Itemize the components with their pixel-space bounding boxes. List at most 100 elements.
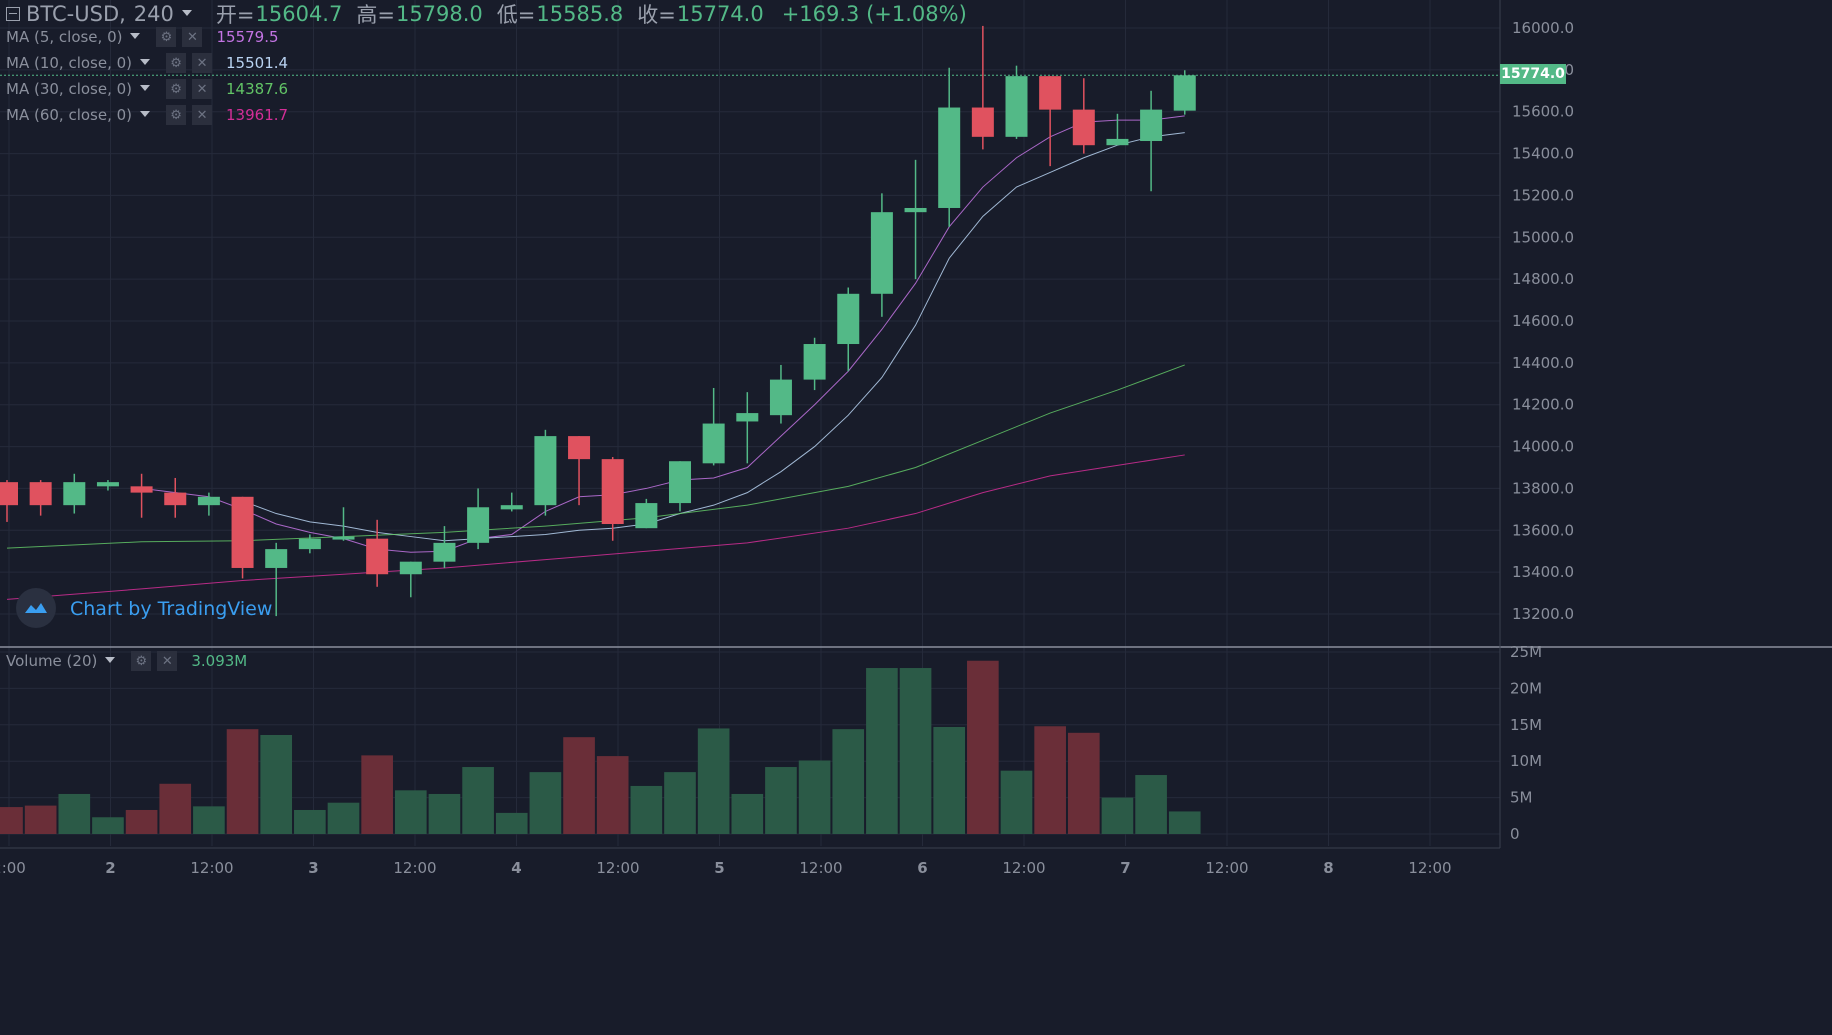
price-tick-label: 13800.0	[1512, 479, 1574, 497]
symbol-header: BTC-USD, 240 开= 15604.7 高= 15798.0 低= 15…	[6, 0, 967, 28]
candle	[568, 436, 591, 506]
candle-body	[1039, 76, 1062, 110]
candle	[332, 507, 355, 541]
gear-icon[interactable]: ⚙	[166, 53, 187, 73]
candle-body	[130, 486, 153, 493]
price-tick-label: 13600.0	[1512, 521, 1574, 539]
symbol-name[interactable]: BTC-USD,	[26, 2, 126, 26]
volume-bar	[967, 660, 999, 834]
volume-bar	[866, 668, 898, 834]
candle-body	[904, 207, 927, 213]
candle	[433, 526, 456, 568]
volume-bar	[92, 817, 124, 834]
candle-body	[769, 379, 792, 416]
indicator-label[interactable]: Volume (20)	[6, 652, 98, 670]
volume-bar	[697, 728, 730, 834]
close-label: 收=	[637, 3, 676, 27]
collapse-icon[interactable]	[6, 7, 20, 21]
close-icon[interactable]: ✕	[192, 79, 213, 99]
candle-body	[601, 459, 624, 525]
candle	[399, 561, 422, 598]
volume-bar	[24, 805, 57, 834]
candle	[0, 480, 18, 522]
price-tick-label: 14400.0	[1512, 354, 1574, 372]
close-icon[interactable]: ✕	[182, 27, 203, 47]
candle-body	[702, 423, 725, 464]
indicator-label[interactable]: MA (60, close, 0)	[6, 106, 133, 124]
volume-bar	[832, 729, 865, 834]
time-tick-label: 3	[308, 859, 318, 877]
price-tick-label: 13200.0	[1512, 605, 1574, 623]
volume-bar	[159, 783, 192, 834]
candle-body	[63, 482, 86, 506]
moving-average-lines	[6, 115, 1185, 600]
indicator-value: 15579.5	[216, 28, 279, 46]
time-tick-label: 12:00	[799, 859, 842, 877]
price-change: +169.3 (+1.08%)	[781, 2, 967, 26]
indicator-label[interactable]: MA (10, close, 0)	[6, 54, 133, 72]
low-label: 低=	[496, 3, 536, 27]
chevron-down-icon[interactable]	[105, 657, 116, 663]
candle	[534, 429, 557, 516]
close-icon[interactable]: ✕	[192, 53, 213, 73]
gear-icon[interactable]: ⚙	[156, 27, 177, 47]
gear-icon[interactable]: ⚙	[166, 79, 187, 99]
chevron-down-icon[interactable]	[181, 10, 192, 16]
interval-label[interactable]: 240	[133, 2, 174, 26]
candle	[769, 364, 792, 424]
volume-bar	[563, 737, 595, 834]
tradingview-logo-icon[interactable]	[16, 588, 56, 628]
candle	[265, 542, 288, 617]
candle	[1173, 70, 1196, 115]
low-value: 15585.8	[536, 2, 624, 26]
price-tick-label: 14800.0	[1512, 270, 1574, 288]
candle-body	[433, 542, 456, 562]
volume-bar	[0, 807, 23, 834]
candle	[669, 461, 691, 512]
volume-bar	[327, 802, 360, 834]
candle-body	[1140, 109, 1163, 142]
time-tick-label: 2:00	[0, 859, 26, 877]
gear-icon[interactable]: ⚙	[131, 651, 152, 671]
indicator-label[interactable]: MA (30, close, 0)	[6, 80, 133, 98]
chevron-down-icon[interactable]	[140, 111, 151, 117]
candle	[63, 473, 86, 514]
time-tick-label: 4	[511, 859, 521, 877]
close-icon[interactable]: ✕	[192, 105, 213, 125]
close-icon[interactable]: ✕	[157, 651, 178, 671]
candle	[366, 519, 389, 587]
candle-body	[0, 482, 18, 506]
tradingview-link[interactable]: Chart by TradingView	[70, 598, 273, 620]
indicator-ma60: MA (60, close, 0) ⚙ ✕ 13961.7	[6, 102, 288, 128]
volume-bar	[260, 734, 293, 834]
candle	[298, 534, 321, 554]
candle	[1005, 65, 1028, 139]
indicator-value: 15501.4	[226, 54, 289, 72]
chevron-down-icon[interactable]	[140, 85, 151, 91]
volume-bar	[798, 760, 831, 834]
chevron-down-icon[interactable]	[140, 59, 151, 65]
volume-tick-label: 5M	[1510, 789, 1533, 807]
candle	[1140, 90, 1163, 192]
open-value: 15604.7	[255, 2, 343, 26]
candle-body	[265, 549, 288, 568]
price-tick-label: 14200.0	[1512, 396, 1574, 414]
candle	[164, 477, 187, 518]
candle	[1039, 76, 1062, 167]
volume-bar	[596, 756, 629, 834]
candle	[635, 498, 658, 529]
chevron-down-icon[interactable]	[130, 33, 141, 39]
candle	[803, 337, 826, 391]
indicator-label[interactable]: MA (5, close, 0)	[6, 28, 123, 46]
indicator-volume: Volume (20) ⚙ ✕ 3.093M	[6, 648, 247, 674]
candle-body	[197, 496, 220, 506]
volume-bar	[1067, 732, 1100, 834]
volume-bar	[58, 793, 91, 834]
indicator-ma5: MA (5, close, 0) ⚙ ✕ 15579.5	[6, 24, 279, 50]
gear-icon[interactable]: ⚙	[166, 105, 187, 125]
price-tick-label: 14600.0	[1512, 312, 1574, 330]
indicator-ma30: MA (30, close, 0) ⚙ ✕ 14387.6	[6, 76, 288, 102]
indicator-value: 3.093M	[191, 652, 248, 670]
ma-line	[6, 364, 1185, 549]
